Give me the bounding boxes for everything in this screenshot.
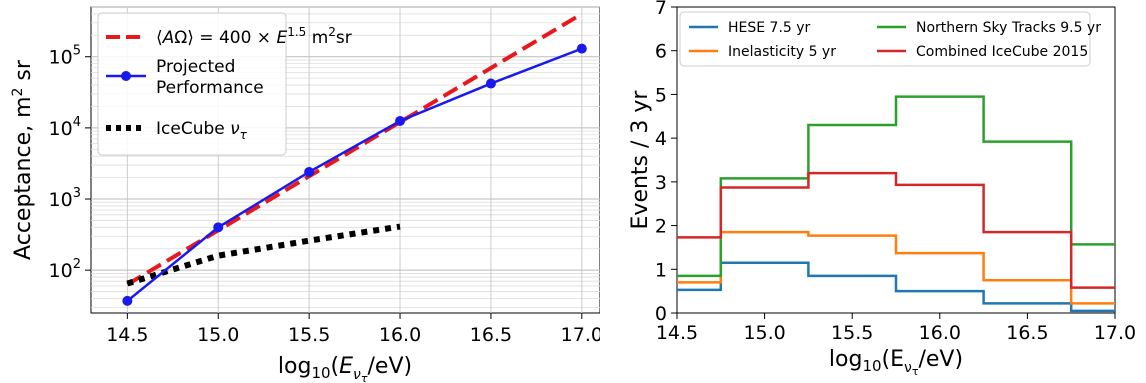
- y-tick-label: 105: [49, 44, 81, 69]
- series-fit-line: [126, 12, 583, 287]
- x-tick-label: 16.0: [379, 324, 421, 346]
- legend-marker-projected: [121, 71, 131, 81]
- y-tick-label: 6: [655, 41, 667, 63]
- x-tick-label: 14.5: [656, 322, 698, 344]
- x-ticks: 14.5 15.0 15.5 16.0 16.5 17.0: [656, 313, 1136, 344]
- y-ticks: 0 1 2 3 4 5 6 7: [655, 0, 677, 325]
- x-tick-label: 16.0: [919, 322, 961, 344]
- grid: [91, 6, 600, 313]
- y-tick-label: 2: [655, 216, 667, 238]
- y-tick-label: 1: [655, 259, 667, 281]
- x-tick-label: 16.5: [1006, 322, 1048, 344]
- y-ticks: 102 103 104 105: [49, 44, 91, 282]
- legend-entry-inelasticity: Inelasticity 5 yr: [728, 44, 836, 60]
- legend-entry-hese: HESE 7.5 yr: [728, 20, 811, 36]
- legend-entry-combined: Combined IceCube 2015: [916, 44, 1088, 60]
- legend-entry-projected: Projected: [156, 57, 235, 77]
- legend: HESE 7.5 yr Inelasticity 5 yr Northern S…: [679, 11, 1101, 67]
- step-series-hese-7-5-yr: [677, 261, 1115, 313]
- step-series-inelasticity-5-yr: [677, 230, 1115, 305]
- legend-entry-projected-line2: Performance: [156, 78, 264, 98]
- y-tick-label: 103: [49, 186, 81, 211]
- acceptance-chart: 14.5 15.0 15.5 16.0 16.5 17.0 102 103 104 105 lo…: [10, 6, 600, 383]
- x-tick-label: 15.0: [197, 324, 239, 346]
- legend-entry-northern: Northern Sky Tracks 9.5 yr: [916, 20, 1101, 36]
- y-tick-label: 0: [655, 303, 667, 325]
- projected-point: [576, 43, 587, 54]
- step-series-combined-icecube-2015: [677, 171, 1115, 289]
- legend-entry-fit: ⟨AΩ⟩ = 400 × E1.5 m2sr: [156, 25, 352, 48]
- x-axis-label: log10(Eντ/eV): [829, 347, 963, 378]
- y-tick-label: 5: [655, 84, 667, 106]
- projected-point: [485, 78, 496, 89]
- x-tick-label: 16.5: [470, 324, 512, 346]
- x-tick-label: 14.5: [106, 324, 148, 346]
- y-tick-label: 4: [655, 128, 667, 150]
- y-axis-label: Events / 3 yr: [628, 90, 653, 230]
- series-layer: [677, 95, 1115, 313]
- x-axis-label: log10(Eντ/eV): [278, 354, 412, 383]
- events-chart: 14.5 15.0 15.5 16.0 16.5 17.0 0 1 2 3 4 5 6 7 log10(…: [628, 0, 1136, 378]
- series-projected-line: [126, 47, 583, 302]
- x-tick-label: 17.0: [1094, 322, 1136, 344]
- series-layer: [122, 12, 587, 306]
- series-icecube-line: [126, 223, 401, 287]
- legend-entry-icecube: IceCube ντ: [156, 119, 248, 142]
- x-tick-label: 15.5: [831, 322, 873, 344]
- projected-point: [304, 166, 315, 177]
- x-tick-label: 15.5: [288, 324, 330, 346]
- y-tick-label: 102: [49, 257, 81, 282]
- projected-point: [213, 222, 224, 233]
- plot-frame: [676, 6, 1116, 314]
- projected-point: [395, 115, 406, 126]
- y-tick-label: 7: [655, 0, 667, 19]
- x-tick-label: 15.0: [743, 322, 785, 344]
- y-tick-label: 104: [49, 115, 81, 140]
- x-tick-label: 17.0: [561, 324, 600, 346]
- x-ticks: 14.5 15.0 15.5 16.0 16.5 17.0: [106, 313, 600, 346]
- y-axis-label: Acceptance, m2 sr: [10, 59, 36, 260]
- legend: ⟨AΩ⟩ = 400 × E1.5 m2sr Projected Perform…: [97, 12, 352, 156]
- y-tick-label: 3: [655, 172, 667, 194]
- projected-point: [122, 295, 133, 306]
